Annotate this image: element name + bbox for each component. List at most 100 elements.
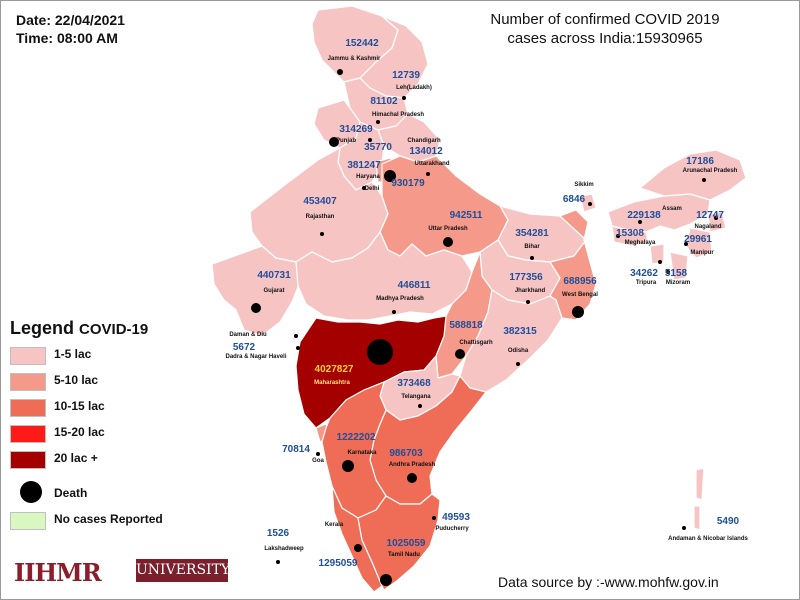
- dot-andhra-pradesh: [407, 473, 417, 483]
- dot-himachal-pradesh: [376, 120, 380, 124]
- dot-assam: [638, 220, 642, 224]
- count-sikkim: 6846: [563, 194, 586, 205]
- logo-suffix: UNIVERSITY: [136, 559, 230, 582]
- dot-andaman-nicobar-islands: [682, 526, 686, 530]
- dot-madhya-pradesh: [392, 310, 396, 314]
- count-nagaland: 12747: [696, 210, 724, 221]
- count-andaman-nicobar-islands: 5490: [717, 516, 740, 527]
- count-jammu-kashmir: 152442: [345, 38, 379, 49]
- dot-west-bengal: [572, 306, 584, 318]
- region-uttarakhand: [377, 113, 441, 163]
- legend-swatch-no-cases: [10, 512, 46, 530]
- legend-subtitle: COVID-19: [79, 321, 149, 338]
- legend-no-cases-label: No cases Reported: [54, 512, 163, 526]
- label-puducherry: Puducherry: [435, 526, 469, 532]
- label-mizoram: Mizoram: [666, 280, 690, 286]
- region-west-bengal: [549, 209, 597, 321]
- count-puducherry: 49593: [442, 512, 470, 523]
- region-madhya-pradesh: [295, 231, 473, 321]
- region-tripura: [649, 243, 665, 265]
- date-label: Date: 22/04/2021: [16, 12, 125, 28]
- region-meghalaya: [611, 225, 649, 247]
- region-tamil-nadu: [357, 493, 441, 591]
- count-dadra-nagar-haveli: 5672: [233, 342, 256, 353]
- count-madhya-pradesh: 446811: [398, 280, 431, 291]
- dot-dadra-nagar-haveli: [296, 346, 300, 350]
- count-arunachal-pradesh: 17186: [686, 156, 714, 167]
- count-himachal-pradesh: 81102: [370, 96, 398, 107]
- label-west-bengal: West Bengal: [562, 292, 598, 298]
- count-assam: 229138: [627, 210, 661, 221]
- region-arunachal: [639, 149, 747, 201]
- dot-leh-ladakh: [402, 96, 406, 100]
- label-goa: Goa: [312, 458, 324, 464]
- count-gujarat: 440731: [257, 270, 291, 281]
- label-arunachal-pradesh: Arunachal Pradesh: [683, 168, 738, 174]
- dot-uttar-pradesh: [443, 237, 453, 247]
- legend-death-dot: [20, 481, 42, 503]
- dot-mizoram: [666, 270, 670, 274]
- label-telangana: Telangana: [401, 394, 431, 400]
- dot-rajasthan: [320, 232, 324, 236]
- count-meghalaya: 15308: [616, 228, 644, 239]
- label-leh-ladakh: Leh(Ladakh): [396, 85, 432, 91]
- label-tripura: Tripura: [636, 280, 657, 286]
- dot-telangana: [418, 404, 422, 408]
- label-manipur: Manipur: [690, 250, 714, 256]
- label-tamil-nadu: Tamil Nadu: [388, 552, 420, 558]
- label-andaman-nicobar-islands: Andaman & Nicobar Islands: [668, 536, 748, 542]
- label-karnataka: Karnataka: [347, 450, 377, 456]
- legend-swatch-2: [10, 373, 46, 391]
- count-goa: 70814: [282, 444, 310, 455]
- count-leh-ladakh: 12739: [392, 70, 420, 81]
- label-maharashtra: Maharashtra: [314, 380, 350, 386]
- region-sikkim: [579, 193, 597, 213]
- label-madhya-pradesh: Madhya Pradesh: [376, 296, 424, 302]
- count-punjab: 314269: [339, 124, 373, 135]
- dot-puducherry: [432, 516, 436, 520]
- label-jharkhand: Jharkhand: [515, 288, 546, 294]
- dot-odisha: [516, 362, 520, 366]
- region-andaman: [693, 467, 705, 531]
- label-chattisgarh: Chattisgarh: [459, 340, 493, 346]
- label-dadra-nagar-haveli: Dadra & Nagar Haveli: [225, 354, 286, 360]
- dot-kerala-count: [380, 574, 392, 586]
- label-delhi: Delhi: [365, 186, 380, 192]
- legend-label-2: 5-10 lac: [54, 373, 99, 387]
- region-mizoram: [669, 251, 689, 281]
- dot-daman-diu: [294, 334, 298, 338]
- label-odisha: Odisha: [508, 348, 529, 354]
- data-source: Data source by :-www.mohfw.gov.in: [498, 574, 719, 590]
- dot-sikkim: [588, 202, 592, 206]
- label-nagaland: Nagaland: [694, 224, 721, 230]
- legend-swatch-1: [10, 347, 46, 365]
- label-kerala: Kerala: [325, 522, 344, 528]
- count-delhi: 930179: [391, 178, 425, 189]
- label-andhra-pradesh: Andhra Pradesh: [389, 462, 436, 468]
- count-karnataka: 1222202: [337, 432, 376, 443]
- dot-lakshadweep: [276, 560, 280, 564]
- label-daman-diu: Daman & Diu: [229, 332, 267, 338]
- count-lakshadweep: 1526: [267, 528, 290, 539]
- dot-tripura: [658, 260, 662, 264]
- count-telangana: 373468: [397, 378, 431, 389]
- legend-label-4: 15-20 lac: [54, 425, 105, 439]
- region-kerala: [331, 485, 383, 593]
- count-manipur: 29961: [684, 234, 712, 245]
- legend-title-text: Legend: [10, 318, 75, 338]
- label-rajasthan: Rajasthan: [306, 214, 335, 220]
- label-himachal-pradesh: Himachal Pradesh: [372, 112, 424, 118]
- count-uttar-pradesh: 942511: [450, 210, 483, 221]
- region-gujarat: [211, 245, 301, 337]
- legend-label-3: 10-15 lac: [54, 399, 105, 413]
- legend-swatch-3: [10, 399, 46, 417]
- region-odisha: [459, 289, 563, 393]
- legend-swatch-5: [10, 451, 46, 469]
- dot-arunachal-pradesh: [702, 178, 706, 182]
- region-karnataka: [321, 381, 387, 519]
- dot-nagaland: [714, 216, 718, 220]
- dot-manipur: [684, 242, 688, 246]
- dot-goa: [316, 452, 320, 456]
- label-haryana: Haryana: [356, 174, 380, 180]
